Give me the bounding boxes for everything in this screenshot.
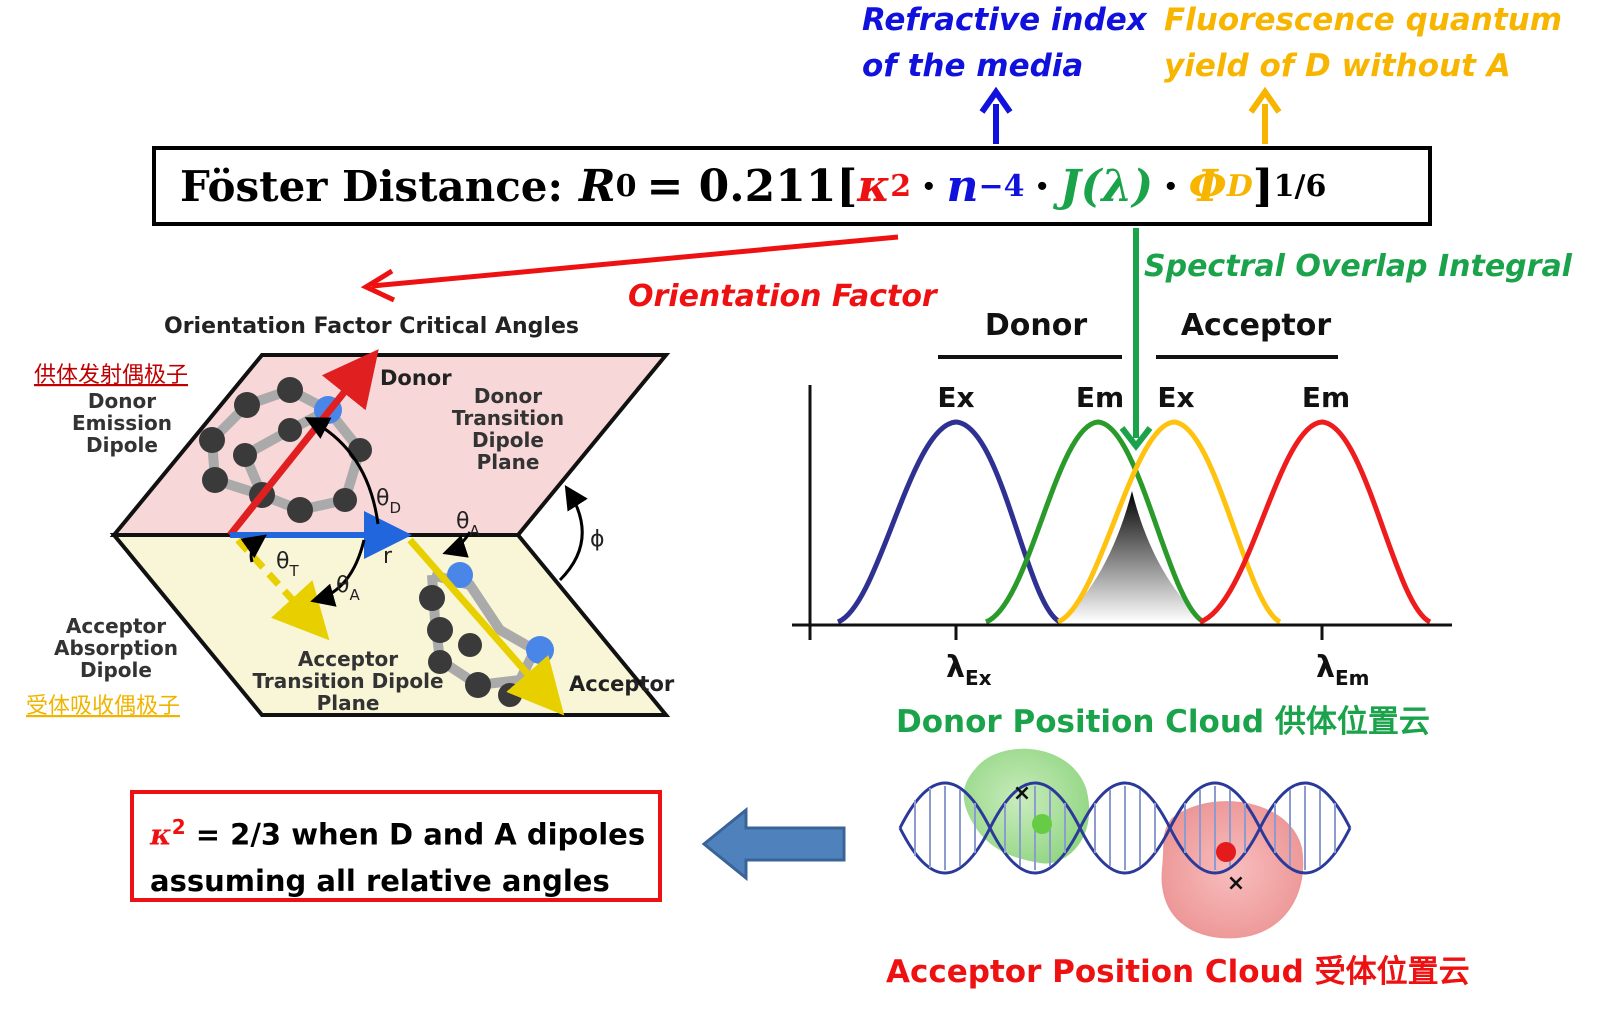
acceptor-dipole-arrow [407,537,565,716]
donor-excitation-curve [836,419,1062,625]
donor-cloud-center-marker: × [1013,781,1031,806]
acceptor-absorption-line1: Acceptor [66,614,166,638]
formula-r-sub: 0 [615,168,637,204]
donor-cloud-label: Donor Position Cloud 供体位置云 [896,704,1430,740]
phi-label: ϕ [590,527,605,552]
formula-close: ] [1252,160,1274,212]
r-label: r [383,544,393,569]
acceptor-plane-line2: Transition Dipole [252,669,443,693]
formula-r: R [579,160,616,212]
formula-j: J(λ) [1059,160,1154,212]
lambda-em-label: λEm [1316,650,1370,690]
formula-kappa: κ [857,160,891,212]
theta-a-top-label: θA [456,509,480,540]
kappa-note-line2: assuming all relative angles [150,863,610,898]
acceptor-excitation-curve [1056,419,1282,625]
dna-position-clouds: × × [898,748,1352,939]
donor-label: Donor [380,366,452,390]
refractive-index-label: Refractive index of the media [862,2,1147,84]
formula-dot-3: · [1163,160,1179,212]
donor-plane-line4: Plane [477,450,540,474]
donor-emission-line1: Donor [88,389,156,413]
ex-label-donor: Ex [937,381,974,414]
acceptor-fluorophore-dot [1216,842,1236,862]
donor-emission-curve [984,419,1206,625]
acceptor-dipole-cn: 受体吸收偶极子 [26,694,180,719]
formula-kappa-exp: 2 [890,168,912,204]
spectral-overlap-label: Spectral Overlap Integral [1144,249,1572,284]
formula-power: 1/6 [1273,168,1327,204]
donor-header: Donor [985,308,1087,343]
lambda-ex-label: λEx [946,650,992,690]
orientation-title: Orientation Factor Critical Angles [164,314,579,339]
spectral-overlap-diagram: Donor Acceptor Ex Em Ex Em λEx λEm [792,308,1452,690]
orientation-diagram: Orientation Factor Critical Angles 供体发射偶… [26,314,675,719]
donor-fluorophore-dot [1032,814,1052,834]
formula-n-exp: −4 [978,168,1025,204]
donor-emission-line3: Dipole [86,433,158,457]
acceptor-cloud-label: Acceptor Position Cloud 受体位置云 [886,954,1470,990]
projected-dipole-arrow [235,537,330,641]
formula-dot-1: · [921,160,937,212]
theta-d-label: θD [376,486,401,517]
acceptor-header: Acceptor [1181,308,1332,343]
left-block-arrow [701,806,846,882]
donor-dipole-arrow [227,349,379,538]
formula-n: n [946,160,979,212]
theta-t-label: θT [276,549,299,580]
formula-dot-2: · [1034,160,1050,212]
em-label-acceptor: Em [1302,381,1350,414]
overlap-region [1060,491,1204,622]
dna-base-pairs [914,786,1336,870]
acceptor-plane-line3: Plane [317,691,380,715]
acceptor-emission-curve [1198,419,1432,625]
kappa-note-box: κ2 = 2/3 when D and A dipoles assuming a… [130,790,662,902]
kappa-note-line1: κ2 = 2/3 when D and A dipoles [150,804,658,858]
kappa-note-text-1: = 2/3 when D and A dipoles [185,817,646,852]
dna-helix [898,781,1352,875]
theta-a-bottom-label: θA [336,573,360,604]
donor-plane-line3: Dipole [472,428,544,452]
kappa-exp: 2 [171,815,186,839]
acceptor-absorption-line2: Absorption [54,636,178,660]
donor-plane-line2: Transition [452,406,564,430]
ex-label-acceptor: Ex [1157,381,1194,414]
donor-plane-line1: Donor [474,384,542,408]
acceptor-cloud-center-marker: × [1227,871,1245,896]
fluorescence-quantum-yield-label: Fluorescence quantum yield of D without … [1164,2,1563,84]
acceptor-absorption-line3: Dipole [80,658,152,682]
formula-phi-sub: D [1226,168,1253,204]
acceptor-plane-line1: Acceptor [298,647,398,671]
acceptor-label: Acceptor [569,672,675,696]
em-label-donor: Em [1076,381,1124,414]
formula-equals-coef: = 0.211[ [646,160,858,212]
orientation-factor-arrow [371,234,899,289]
donor-emission-line2: Emission [72,411,172,435]
acceptor-position-cloud [1161,801,1304,939]
orientation-factor-label: Orientation Factor [628,279,937,314]
formula-phi: Φ [1188,160,1227,212]
formula-prefix: Föster Distance: [180,161,564,211]
kappa-symbol: κ [150,817,172,852]
donor-dipole-cn: 供体发射偶极子 [34,363,188,388]
